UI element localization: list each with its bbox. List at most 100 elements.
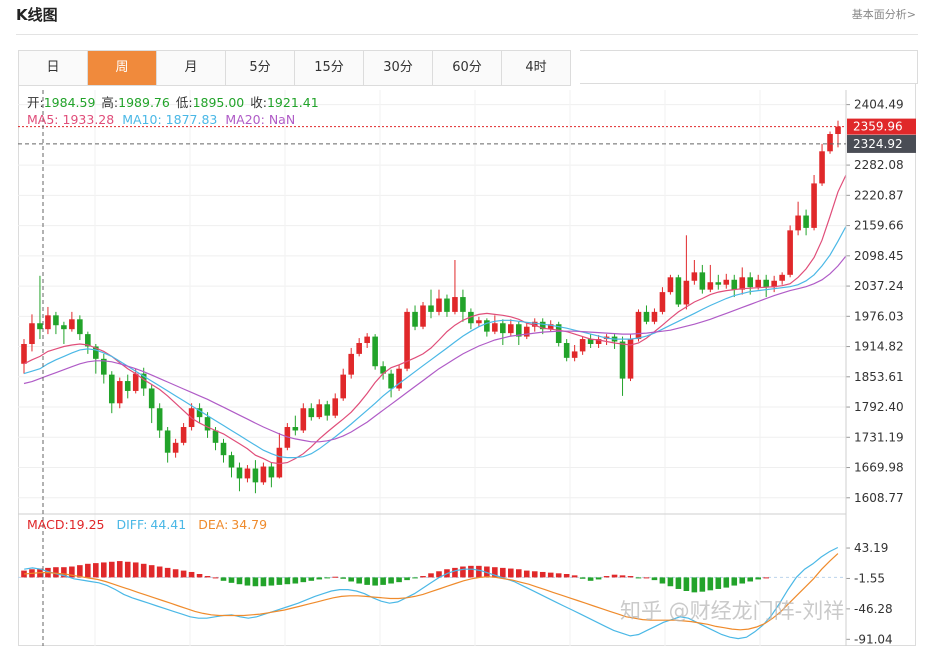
macd-histogram-bar [643,577,650,579]
candle-body [116,381,123,404]
ma10-line [23,226,847,459]
candle-body [196,408,203,418]
candle-body [180,427,187,443]
candle-body [699,272,706,290]
macd-histogram-bar [763,577,769,579]
macd-histogram-bar [172,569,179,578]
candle-body [156,408,163,431]
price-axis-label: 2037.24 [854,279,904,293]
candle-body [29,323,35,344]
grid-lines [18,90,846,646]
candle-body [595,339,602,344]
macd-histogram-bar [132,562,139,578]
page-title: K线图 [16,6,58,24]
candle-body [212,430,219,443]
macd-histogram-bar [723,577,730,588]
candle-body [508,324,514,334]
macd-histogram-bar [156,566,163,578]
macd-axis-label: 43.19 [854,541,888,555]
fundamental-analysis-link[interactable]: 基本面分析> [851,8,916,21]
macd-histogram-bar [731,577,738,586]
candle-body [683,280,690,305]
candle-body [412,311,418,327]
tab-15min[interactable]: 15分 [295,51,364,85]
candles [21,120,841,494]
macd-histogram-bar [204,576,211,578]
macd-histogram-bar [260,577,267,587]
macd-histogram-bar [539,571,546,578]
macd-histogram-bar [348,577,354,582]
candle-body [45,315,51,330]
macd-histogram-bar [555,573,562,578]
candle-body [140,373,147,389]
candle-body [220,442,227,456]
macd-histogram-bar [452,567,458,578]
candle-body [763,279,769,288]
low-label: 低: [176,95,193,110]
candle-body [124,381,131,391]
tab-5min[interactable]: 5分 [226,51,295,85]
candle-body [819,151,825,184]
candle-body [69,319,75,330]
tab-4hour[interactable]: 4时 [502,51,571,85]
tab-day[interactable]: 日 [19,51,88,85]
tab-month[interactable]: 月 [157,51,226,85]
macd-histogram-bar [579,577,586,579]
macd-axis-label: -46.28 [854,602,893,616]
candle-body [300,408,307,431]
candle-body [779,274,785,281]
candle-body [675,277,682,305]
candle-body [771,280,777,288]
macd-histogram-bar [571,575,578,578]
candle-body [132,373,139,391]
low-value: 1895.00 [193,95,245,110]
chart-frame [18,84,916,646]
macd-histogram-bar [611,574,618,578]
candle-body [204,417,211,431]
candle-body [444,298,450,312]
candle-body [723,279,730,285]
macd-histogram-bar [388,577,394,584]
candle-body [452,297,458,312]
price-axis-label: 1608.77 [854,491,904,505]
price-axis: 2404.49 2282.08 2220.87 2159.66 2098.45 2037.… [846,98,904,505]
macd-histogram-bar [691,577,698,593]
candle-body [707,282,714,290]
macd-histogram-bar [180,570,187,578]
candle-body [436,298,442,312]
candle-body [476,320,482,324]
macd-histogram-bar [108,561,115,578]
macd-histogram-bar [101,562,107,578]
ma20-label: MA20: [225,112,264,127]
macd-histogram-bar [420,576,426,578]
candle-body [244,468,251,479]
ma-lines [23,174,847,465]
tab-30min[interactable]: 30分 [364,51,433,85]
macd-histogram-bar [651,577,658,581]
tab-week[interactable]: 周 [88,51,157,85]
macd-histogram-bar [364,577,370,585]
candle-body [460,297,466,312]
macd-histogram-bar [228,577,235,583]
candle-body [308,408,315,418]
candle-body [404,311,410,369]
candle-body [21,344,27,364]
candle-body [755,279,761,288]
candle-body [492,323,498,332]
candle-body [148,388,155,409]
dea-value: 34.79 [231,517,267,532]
candle-body [108,374,115,404]
candle-body [731,279,738,290]
price-axis-label: 2159.66 [854,219,904,233]
price-axis-label: 2282.08 [854,158,904,172]
macd-histogram-bar [380,577,386,585]
candle-body [252,468,259,483]
macd-histogram-bar [492,567,498,578]
candle-body [827,134,833,152]
candle-body [356,343,362,354]
macd-histogram-bar [61,567,67,578]
tab-60min[interactable]: 60分 [433,51,502,85]
candle-body [715,282,722,285]
